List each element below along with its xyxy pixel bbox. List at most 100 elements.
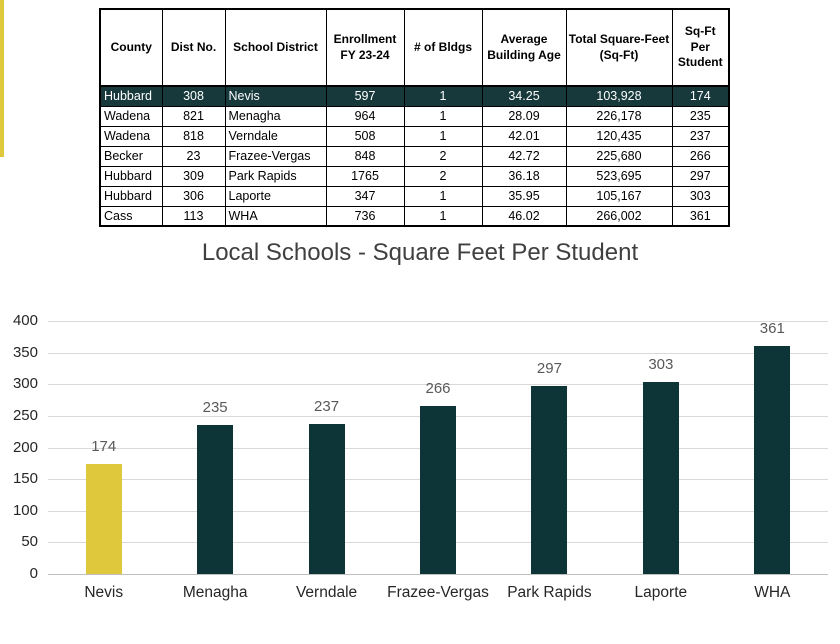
table-cell-total-square-feet-sq-ft: 120,435 xyxy=(565,125,673,147)
table-cell-school-district: Laporte xyxy=(224,185,327,207)
table-cell-of-bldgs: 1 xyxy=(403,85,483,107)
table-cell-total-square-feet-sq-ft: 226,178 xyxy=(565,105,673,127)
table-cell-of-bldgs: 1 xyxy=(403,105,483,127)
table-cell-school-district: Frazee-Vergas xyxy=(224,145,327,167)
table-cell-enrollment-fy-23-24: 508 xyxy=(325,125,405,147)
table-cell-county: Wadena xyxy=(99,125,163,147)
y-tick-label-400: 400 xyxy=(12,312,38,329)
y-tick-label-150: 150 xyxy=(12,470,38,488)
table-cell-dist-no: 818 xyxy=(161,125,226,147)
chart-bar-verndale xyxy=(308,424,345,574)
table-cell-of-bldgs: 1 xyxy=(403,185,483,207)
table-cell-enrollment-fy-23-24: 597 xyxy=(325,85,405,107)
gridline-400 xyxy=(48,321,828,322)
y-tick-label-50: 50 xyxy=(21,533,38,551)
column-header-enrollment-fy-23-24: Enrollment FY 23-24 xyxy=(325,8,405,87)
gridline-300 xyxy=(48,384,828,386)
x-axis-label-frazee-vergas: Frazee-Vergas xyxy=(387,584,489,601)
table-cell-total-square-feet-sq-ft: 103,928 xyxy=(565,85,673,107)
table-cell-total-square-feet-sq-ft: 266,002 xyxy=(565,205,673,227)
table-cell-of-bldgs: 2 xyxy=(403,165,483,187)
schools-table: County Dist No. School District Enrollment … xyxy=(99,8,730,227)
table-row-menagha: Wadena 821 Menagha 964 1 28.09 226,178 235 xyxy=(99,105,730,127)
table-cell-dist-no: 309 xyxy=(161,165,226,187)
chart-bar-wha xyxy=(754,345,791,574)
column-header-total-square-feet-sq-ft: Total Square-Feet (Sq-Ft) xyxy=(565,8,673,87)
bar-value-label-wha: 361 xyxy=(759,319,785,337)
bar-value-label-park-rapids: 297 xyxy=(536,360,562,378)
chart-bar-menagha xyxy=(197,425,234,574)
y-tick-label-0: 0 xyxy=(29,565,38,582)
chart-bar-frazee-vergas xyxy=(420,405,456,574)
bar-value-label-menagha: 235 xyxy=(202,399,228,417)
y-tick-label-200: 200 xyxy=(12,438,38,456)
table-cell-average-building-age: 46.02 xyxy=(481,205,567,227)
bar-value-label-laporte: 303 xyxy=(648,356,674,374)
table-cell-of-bldgs: 1 xyxy=(403,125,483,147)
x-axis-label-nevis: Nevis xyxy=(84,584,124,601)
table-row-nevis: Hubbard 308 Nevis 597 1 34.25 103,928 174 xyxy=(99,85,730,107)
table-cell-sq-ft-per-student: 303 xyxy=(671,185,730,207)
column-header-sq-ft-per-student: Sq-Ft Per Student xyxy=(671,8,730,87)
table-cell-average-building-age: 42.72 xyxy=(481,145,567,167)
bar-value-label-verndale: 237 xyxy=(314,398,340,416)
table-cell-school-district: Menagha xyxy=(224,105,327,127)
x-axis-label-menagha: Menagha xyxy=(182,584,248,601)
table-cell-sq-ft-per-student: 237 xyxy=(671,125,730,147)
table-cell-enrollment-fy-23-24: 347 xyxy=(325,185,405,207)
table-cell-enrollment-fy-23-24: 964 xyxy=(325,105,405,127)
table-cell-dist-no: 113 xyxy=(161,205,226,227)
table-cell-sq-ft-per-student: 266 xyxy=(671,145,730,167)
table-cell-average-building-age: 28.09 xyxy=(481,105,567,127)
table-cell-sq-ft-per-student: 235 xyxy=(671,105,730,127)
table-cell-dist-no: 23 xyxy=(161,145,226,167)
bar-value-label-nevis: 174 xyxy=(91,437,117,455)
table-cell-average-building-age: 36.18 xyxy=(481,165,567,187)
table-cell-dist-no: 306 xyxy=(161,185,226,207)
table-cell-enrollment-fy-23-24: 1765 xyxy=(325,165,405,187)
table-row-wha: Cass 113 WHA 736 1 46.02 266,002 361 xyxy=(99,205,730,227)
table-cell-average-building-age: 42.01 xyxy=(481,125,567,147)
table-row-verndale: Wadena 818 Verndale 508 1 42.01 120,435 237 xyxy=(99,125,730,147)
chart-bar-laporte xyxy=(642,382,679,574)
column-header-average-building-age: Average Building Age xyxy=(481,8,567,87)
table-cell-average-building-age: 34.25 xyxy=(481,85,567,107)
table-cell-sq-ft-per-student: 297 xyxy=(671,165,730,187)
x-axis-label-verndale: Verndale xyxy=(295,584,358,601)
table-row-park-rapids: Hubbard 309 Park Rapids 1765 2 36.18 523,695 29… xyxy=(99,165,730,187)
y-tick-label-350: 350 xyxy=(12,343,38,361)
table-cell-school-district: Verndale xyxy=(224,125,327,147)
table-cell-county: Becker xyxy=(99,145,163,167)
table-row-frazee-vergas: Becker 23 Frazee-Vergas 848 2 42.72 225,680 266 xyxy=(99,145,730,167)
table-cell-county: Hubbard xyxy=(99,185,163,207)
x-axis-label-laporte: Laporte xyxy=(634,584,688,601)
column-header-county: County xyxy=(99,8,163,87)
table-cell-school-district: WHA xyxy=(224,205,327,227)
bar-chart: 0 50 100 150 200 250 300 350 400 174 Nevis 235 Mena… xyxy=(0,300,840,644)
table-cell-enrollment-fy-23-24: 848 xyxy=(325,145,405,167)
table-cell-school-district: Nevis xyxy=(224,85,327,107)
table-header: County Dist No. School District Enrollment … xyxy=(99,8,730,87)
bar-value-label-frazee-vergas: 266 xyxy=(425,379,451,397)
chart-title: Local Schools - Square Feet Per Student xyxy=(201,239,639,266)
table-header-row: County Dist No. School District Enrollment … xyxy=(99,8,730,87)
table-cell-sq-ft-per-student: 361 xyxy=(671,205,730,227)
chart-bar-nevis xyxy=(85,463,122,574)
table-cell-of-bldgs: 2 xyxy=(403,145,483,167)
table-cell-county: Cass xyxy=(99,205,163,227)
table-cell-school-district: Park Rapids xyxy=(224,165,327,187)
table-cell-county: Hubbard xyxy=(99,165,163,187)
table-cell-of-bldgs: 1 xyxy=(403,205,483,227)
column-header-dist-no: Dist No. xyxy=(161,8,226,87)
x-axis-label-park-rapids: Park Rapids xyxy=(507,584,592,601)
column-header-school-district: School District xyxy=(224,8,327,87)
left-accent-bar xyxy=(0,0,4,157)
chart-bar-park-rapids xyxy=(531,386,568,574)
table-body: Hubbard 308 Nevis 597 1 34.25 103,928 174 Wadena… xyxy=(99,85,730,227)
table-cell-county: Hubbard xyxy=(99,85,163,107)
table-cell-total-square-feet-sq-ft: 225,680 xyxy=(565,145,673,167)
gridline-0 xyxy=(48,574,828,575)
y-tick-label-250: 250 xyxy=(12,406,38,424)
table-row-laporte: Hubbard 306 Laporte 347 1 35.95 105,167 303 xyxy=(99,185,730,207)
